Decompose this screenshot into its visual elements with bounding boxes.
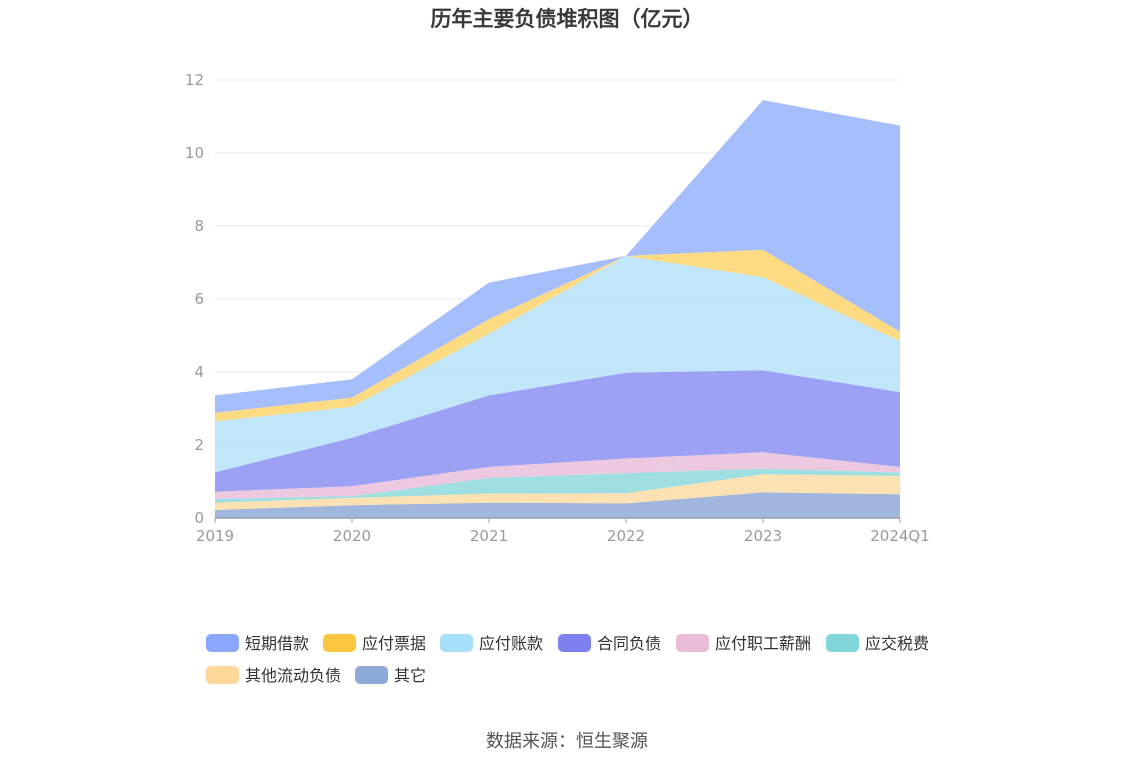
legend-swatch xyxy=(206,666,239,684)
legend-swatch xyxy=(826,634,859,652)
area-series[interactable] xyxy=(215,370,900,492)
legend-label: 应付职工薪酬 xyxy=(715,634,811,653)
area-series[interactable] xyxy=(215,492,900,518)
area-series[interactable] xyxy=(215,452,900,499)
legend-item[interactable]: 其他流动负债 xyxy=(206,666,341,685)
legend-swatch xyxy=(676,634,709,652)
legend-item[interactable]: 应付账款 xyxy=(440,634,543,653)
legend-label: 应付票据 xyxy=(362,634,426,653)
legend-swatch xyxy=(355,666,388,684)
y-tick-label: 6 xyxy=(194,290,204,308)
legend-swatch xyxy=(206,634,239,652)
legend-label: 其它 xyxy=(394,666,426,685)
chart-title: 历年主要负债堆积图（亿元） xyxy=(431,7,704,31)
legend-item[interactable]: 其它 xyxy=(355,666,426,685)
area-series[interactable] xyxy=(215,255,900,473)
legend-item[interactable]: 短期借款 xyxy=(206,634,309,653)
area-series[interactable] xyxy=(215,468,900,503)
area-series[interactable] xyxy=(215,474,900,510)
legend-swatch xyxy=(440,634,473,652)
y-tick-label: 12 xyxy=(185,71,204,89)
area-series[interactable] xyxy=(215,100,900,413)
legend-label: 其他流动负债 xyxy=(245,666,341,685)
legend-swatch xyxy=(558,634,591,652)
area-series[interactable] xyxy=(215,249,900,422)
x-tick-label: 2021 xyxy=(470,527,508,545)
y-tick-label: 8 xyxy=(194,217,204,235)
legend-item[interactable]: 应付票据 xyxy=(323,634,426,653)
x-tick-label: 2022 xyxy=(607,527,645,545)
legend-item[interactable]: 应付职工薪酬 xyxy=(676,634,811,653)
legend-label: 应交税费 xyxy=(865,634,929,653)
x-tick-label: 2020 xyxy=(333,527,371,545)
legend-item[interactable]: 应交税费 xyxy=(826,634,929,653)
legend-swatch xyxy=(323,634,356,652)
legend-item[interactable]: 合同负债 xyxy=(558,634,661,653)
legend-label: 应付账款 xyxy=(479,634,543,653)
legend-label: 合同负债 xyxy=(597,634,661,653)
legend-label: 短期借款 xyxy=(245,634,309,653)
x-tick-label: 2023 xyxy=(744,527,782,545)
axes: 2019 2020 2021 2022 2023 2024Q1 xyxy=(196,517,930,545)
source-caption: 数据来源：恒生聚源 xyxy=(486,731,648,752)
x-tick-label: 2019 xyxy=(196,527,234,545)
y-tick-label: 0 xyxy=(194,509,204,527)
plot-area xyxy=(215,100,900,518)
y-tick-label: 10 xyxy=(185,144,204,162)
y-tick-label: 2 xyxy=(194,436,204,454)
y-tick-label: 4 xyxy=(194,363,204,381)
x-tick-label: 2024Q1 xyxy=(870,527,930,545)
